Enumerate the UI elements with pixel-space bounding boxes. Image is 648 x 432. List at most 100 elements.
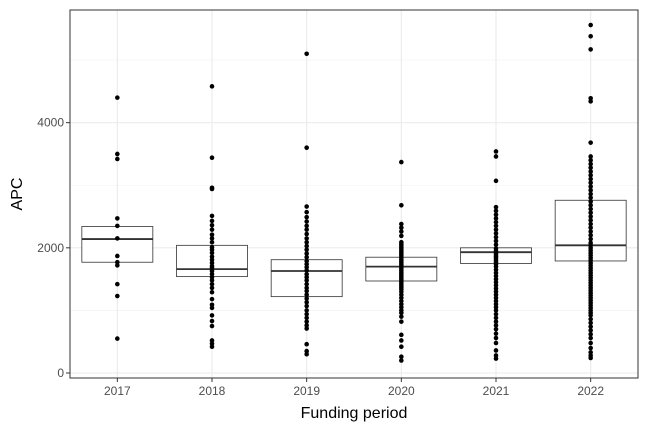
data-point [399,332,404,338]
data-point [209,155,215,161]
data-point [588,221,593,227]
data-point [493,242,499,247]
data-point [588,324,593,329]
data-point [304,308,309,313]
data-point [304,51,309,57]
data-point [115,263,120,268]
data-point [399,159,404,165]
data-point [588,328,593,333]
data-point [304,341,309,347]
data-point [304,209,309,215]
data-point [209,250,215,256]
data-point [588,345,593,351]
data-point [304,299,309,305]
data-point [399,221,404,227]
data-point [588,217,593,223]
data-point [304,227,309,232]
data-point [588,22,593,28]
data-point [588,47,593,52]
data-point [588,316,593,322]
data-point [588,340,593,346]
data-point [588,206,593,212]
data-point [588,229,593,234]
data-point [399,344,404,350]
data-point [209,323,215,329]
data-point [399,310,404,316]
x-axis-title: Funding period [301,405,408,422]
data-point [588,236,593,242]
data-point [209,313,215,318]
data-point [115,216,120,221]
data-point [304,268,309,273]
data-point [588,199,593,204]
data-point [588,187,593,193]
data-point [588,331,593,337]
data-point [493,323,499,328]
data-point [399,202,404,208]
data-point [588,176,593,182]
data-point [588,233,593,238]
data-point [588,335,593,341]
data-point [588,320,593,326]
data-point [588,184,593,189]
data-point [493,208,499,214]
data-point [115,95,120,100]
data-point [493,340,499,346]
data-point [493,308,499,313]
x-tick-label: 2019 [293,384,320,398]
data-point [588,154,593,159]
data-point [304,254,309,260]
data-point [493,335,499,341]
data-point [209,239,215,245]
data-point [209,213,215,219]
data-point [115,336,120,341]
data-point [588,355,593,361]
data-point [209,227,215,232]
data-point [399,233,404,239]
data-point [304,204,309,209]
data-point [304,288,309,294]
data-point [399,229,404,234]
y-axis-title: APC [9,178,26,211]
data-point [493,356,499,361]
data-point [588,210,593,216]
data-point [493,219,499,225]
data-point [588,180,593,186]
data-point [115,151,120,157]
data-point [493,227,499,232]
data-point [209,186,215,192]
data-point [304,223,309,229]
data-point [588,202,593,208]
data-point [304,351,309,357]
data-point [209,296,215,302]
data-point [304,236,309,241]
data-point [588,195,593,201]
x-axis: 2017 2018 2019 2020 2021 2022 [104,378,604,398]
data-point [493,319,499,324]
data-point [115,236,120,241]
y-tick-label: 0 [57,366,64,380]
data-point [115,253,120,259]
data-point [304,315,309,321]
data-point [304,296,309,301]
data-point [588,169,593,174]
data-point [209,218,215,224]
data-point [493,154,499,159]
data-point [209,84,215,89]
data-point [304,303,309,309]
data-point [209,318,215,324]
data-point [209,305,215,311]
data-point [493,315,499,321]
data-point [493,311,499,317]
data-point [588,157,593,163]
data-point [304,214,309,220]
data-point [588,165,593,171]
data-point [209,281,215,287]
data-point [399,319,404,324]
data-point [588,313,593,318]
data-point [304,247,309,253]
data-point [115,156,120,162]
data-point [209,285,215,291]
data-point [493,204,499,210]
